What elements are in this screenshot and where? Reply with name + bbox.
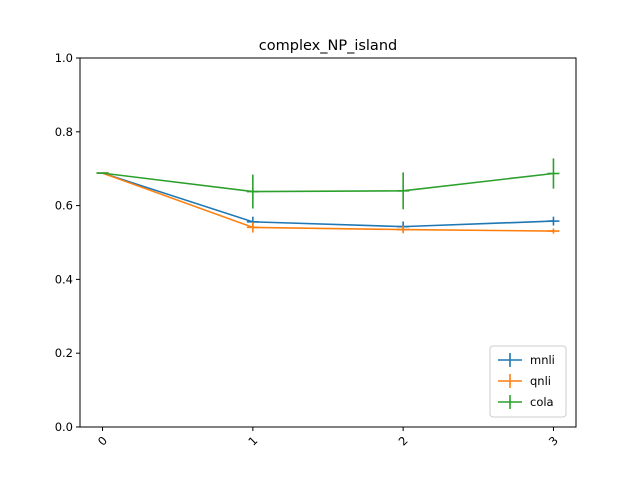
series-layer [96, 158, 560, 234]
y-tick-label: 0.4 [55, 272, 73, 286]
y-tick-label: 0.6 [55, 199, 73, 213]
y-tick-label: 0.2 [55, 346, 73, 360]
series-line [102, 172, 554, 232]
legend-label: qnli [530, 374, 551, 388]
legend-label: mnli [530, 353, 555, 367]
y-tick-label: 0.0 [55, 420, 73, 434]
chart-title: complex_NP_island [259, 38, 397, 54]
legend-box [489, 345, 567, 418]
series-line [102, 172, 554, 193]
series-line [102, 172, 554, 228]
legend: mnli qnli cola [489, 345, 567, 418]
y-tick-label: 0.8 [55, 125, 73, 139]
plot-frame [79, 57, 577, 428]
y-tick-label: 1.0 [55, 51, 73, 65]
legend-label: cola [530, 395, 554, 409]
series-cola [96, 158, 560, 210]
